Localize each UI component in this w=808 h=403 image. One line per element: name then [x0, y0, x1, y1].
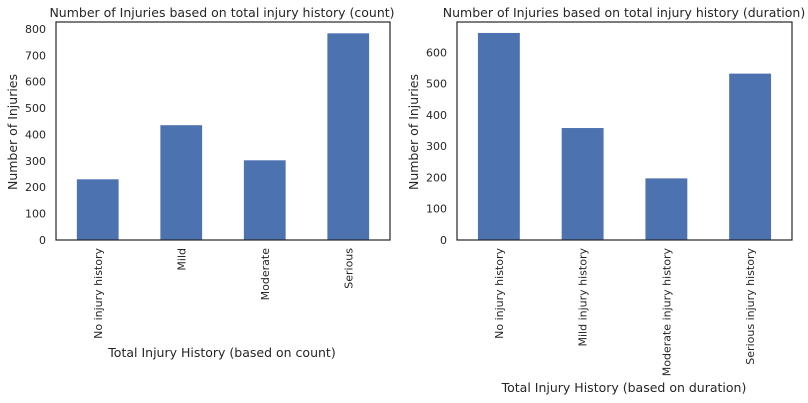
y-tick-label: 300: [25, 155, 46, 168]
x-tick-label: No injury history: [92, 248, 105, 339]
bars: [76, 33, 370, 241]
x-tick-label: No injury history: [493, 248, 506, 339]
y-tick-label: 600: [426, 46, 447, 59]
bar-moderate-injury-history: [645, 178, 688, 240]
x-tick-label: Serious: [342, 248, 355, 289]
y-ticks: 0 100 200 300 400 500 600 700 800: [25, 23, 46, 247]
bar-mild-injury-history: [561, 128, 604, 240]
y-tick-label: 0: [440, 234, 447, 247]
y-axis-label: Number of Injuries: [406, 74, 421, 190]
bar-mild: [160, 125, 203, 240]
bars: [477, 32, 772, 240]
y-tick-label: 800: [25, 23, 46, 36]
y-ticks: 0 100 200 300 400 500 600: [426, 46, 447, 247]
bar-moderate: [243, 160, 286, 240]
count-chart: Number of Injuries based on total injury…: [5, 5, 395, 360]
y-tick-label: 500: [426, 78, 447, 91]
y-tick-label: 400: [426, 109, 447, 122]
y-tick-label: 200: [426, 171, 447, 184]
bar-serious: [327, 33, 370, 241]
bar-no-injury-history: [76, 179, 119, 240]
y-tick-label: 300: [426, 140, 447, 153]
x-tick-label: Mild: [175, 248, 188, 271]
y-tick-label: 0: [39, 234, 46, 247]
y-tick-label: 400: [25, 128, 46, 141]
bar-serious-injury-history: [729, 73, 772, 240]
x-tick-label: Mild injury history: [577, 248, 590, 347]
x-tick-label: Serious injury history: [744, 248, 757, 365]
y-tick-label: 500: [25, 102, 46, 115]
y-tick-label: 200: [25, 181, 46, 194]
x-ticks: No injury history Mild Moderate Serious: [92, 248, 356, 339]
y-tick-label: 600: [25, 76, 46, 89]
chart-title: Number of Injuries based on total injury…: [443, 5, 805, 20]
x-tick-label: Moderate injury history: [660, 248, 673, 377]
y-tick-label: 700: [25, 49, 46, 62]
x-ticks: No injury history Mild injury history Mode…: [493, 248, 757, 377]
y-axis-label: Number of Injuries: [5, 74, 20, 190]
plot-frame: [55, 21, 391, 241]
chart-title: Number of Injuries based on total injury…: [49, 5, 394, 20]
y-tick-label: 100: [426, 203, 447, 216]
x-axis-label: Total Injury History (based on count): [107, 345, 335, 360]
bar-no-injury-history: [477, 32, 520, 240]
y-tick-label: 100: [25, 208, 46, 221]
plot-frame: [456, 21, 793, 241]
x-tick-label: Moderate: [259, 248, 272, 301]
x-axis-label: Total Injury History (based on duration): [501, 380, 747, 395]
duration-chart: Number of Injuries based on total injury…: [406, 5, 805, 395]
